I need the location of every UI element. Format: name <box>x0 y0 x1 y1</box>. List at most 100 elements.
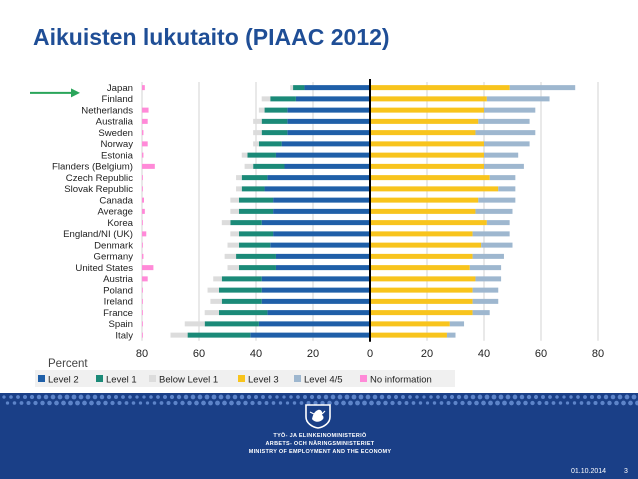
footer-dot <box>565 401 570 405</box>
category-label: Slovak Republic <box>64 184 133 195</box>
footer-dot <box>299 401 304 405</box>
category-label: Estonia <box>101 150 134 161</box>
footer-dot <box>236 400 241 406</box>
footer-dot <box>369 400 374 406</box>
legend-swatch <box>294 375 301 382</box>
footer-dot <box>296 395 300 399</box>
no-information-bar <box>142 276 148 282</box>
slide-date: 01.10.2014 <box>571 468 607 475</box>
level3-bar <box>370 220 487 226</box>
level45-bar <box>469 265 502 271</box>
x-tick-label: 60 <box>535 348 547 360</box>
below-level1-bar <box>253 141 259 147</box>
level2-bar <box>273 197 370 203</box>
no-information-bar <box>142 298 143 304</box>
footer-dot <box>456 394 462 400</box>
level45-bar <box>489 175 516 181</box>
category-label: Denmark <box>94 240 133 251</box>
no-information-bar <box>142 253 144 259</box>
no-information-bar <box>142 332 143 338</box>
footer-dot <box>596 394 602 400</box>
no-information-bar <box>142 231 147 237</box>
level2-bar <box>273 231 370 237</box>
footer-dot <box>204 394 210 400</box>
footer-dot <box>537 400 542 406</box>
ministry-name: TYÖ- JA ELINKEINOMINISTERIÖ ARBETS- OCH … <box>210 432 430 456</box>
footer-dot <box>519 394 525 400</box>
no-information-bar <box>142 141 148 147</box>
footer-dot <box>477 394 483 400</box>
level45-bar <box>481 242 513 248</box>
footer-dot <box>631 394 637 400</box>
category-label: United States <box>75 263 133 274</box>
level45-bar <box>472 310 490 316</box>
footer-dot <box>222 400 227 406</box>
x-tick-label: 20 <box>307 348 319 360</box>
footer-dot <box>159 401 164 405</box>
level3-bar <box>370 265 470 271</box>
footer-dot <box>334 400 339 406</box>
footer-dot <box>583 395 587 399</box>
footer-dot <box>544 401 549 405</box>
footer-dot <box>50 394 56 400</box>
footer-dot <box>99 394 105 400</box>
level45-bar <box>498 186 516 192</box>
category-label: Korea <box>107 218 133 229</box>
footer-dot <box>169 394 175 400</box>
level45-bar <box>475 208 513 214</box>
level3-bar <box>370 163 484 169</box>
footer-dot <box>64 394 70 400</box>
below-level1-bar <box>241 152 248 158</box>
footer-dot <box>453 400 458 406</box>
level1-bar <box>238 197 274 203</box>
footer-dot <box>176 394 182 400</box>
footer-dot <box>505 394 511 400</box>
footer-dot <box>246 394 252 400</box>
x-tick-label: 80 <box>136 348 148 360</box>
footer-dot <box>201 400 206 406</box>
level3-bar <box>370 118 479 124</box>
category-label: Germany <box>94 252 134 263</box>
footer-dot <box>282 395 286 399</box>
level1-bar <box>204 321 259 327</box>
category-label: Japan <box>107 83 133 94</box>
footer-dot <box>397 400 402 406</box>
footer-dot <box>548 395 552 399</box>
footer-dot <box>142 395 146 399</box>
level1-bar <box>238 265 276 271</box>
level2-bar <box>261 287 370 293</box>
footer-dot <box>149 395 153 399</box>
level1-bar <box>230 220 262 226</box>
footer-dot <box>239 394 245 400</box>
x-tick-label: 40 <box>478 348 490 360</box>
level3-bar <box>370 175 490 181</box>
no-information-bar <box>142 107 149 113</box>
level45-bar <box>472 287 499 293</box>
level1-bar <box>238 231 274 237</box>
footer-dot <box>190 394 196 400</box>
level3-bar <box>370 332 447 338</box>
footer-dot <box>113 394 119 400</box>
level1-bar <box>241 186 265 192</box>
level3-bar <box>370 197 479 203</box>
no-information-bar <box>142 130 144 136</box>
legend-label: Level 3 <box>248 375 279 386</box>
footer-dot <box>138 401 143 405</box>
category-label: Ireland <box>104 297 133 308</box>
level2-bar <box>275 253 370 259</box>
footer-dot <box>82 400 87 406</box>
level3-bar <box>370 321 450 327</box>
level3-bar <box>370 130 476 136</box>
category-label: Average <box>97 207 133 218</box>
level2-bar <box>275 265 370 271</box>
below-level1-bar <box>261 96 271 102</box>
footer-dot <box>429 395 433 399</box>
below-level1-bar <box>227 242 239 248</box>
no-information-bar <box>142 163 155 169</box>
footer-dot <box>488 400 493 406</box>
no-information-bar <box>142 175 143 181</box>
footer-dot <box>78 394 84 400</box>
category-label: France <box>103 308 133 319</box>
footer-dot <box>183 394 189 400</box>
footer-dot <box>422 395 426 399</box>
